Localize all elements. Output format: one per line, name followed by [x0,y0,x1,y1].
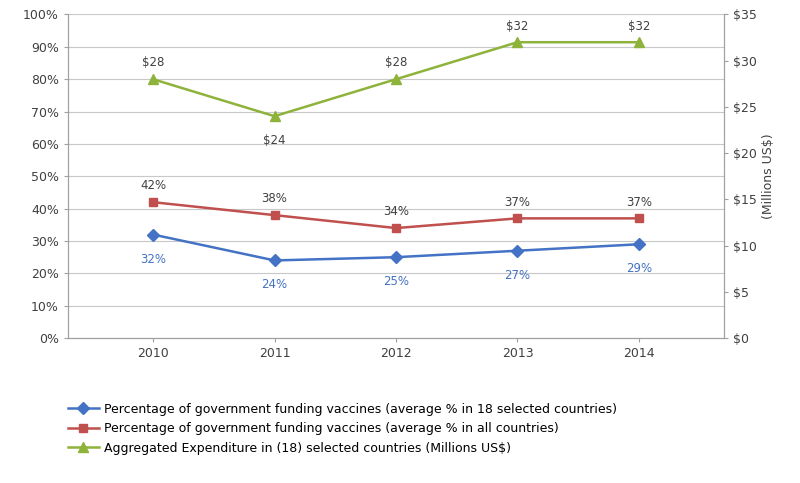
Text: 24%: 24% [262,279,287,291]
Aggregated Expenditure in (18) selected countries (Millions US$) [391,76,401,82]
Percentage of government funding vaccines (average % in all countries) [513,215,522,221]
Percentage of government funding vaccines (average % in all countries) [148,199,158,205]
Text: 37%: 37% [626,196,652,209]
Percentage of government funding vaccines (average % in all countries) [634,215,644,221]
Text: $32: $32 [628,19,650,32]
Percentage of government funding vaccines (average % in all countries) [270,212,279,218]
Percentage of government funding vaccines (average % in 18 selected countries) [148,232,158,238]
Text: 38%: 38% [262,192,287,205]
Line: Percentage of government funding vaccines (average % in 18 selected countries): Percentage of government funding vaccine… [149,230,643,265]
Text: 42%: 42% [140,180,166,192]
Text: $28: $28 [142,57,164,70]
Text: 34%: 34% [383,205,409,218]
Text: 32%: 32% [140,253,166,266]
Aggregated Expenditure in (18) selected countries (Millions US$) [513,39,522,45]
Text: 29%: 29% [626,262,652,275]
Aggregated Expenditure in (18) selected countries (Millions US$) [148,76,158,82]
Percentage of government funding vaccines (average % in 18 selected countries) [270,257,279,263]
Legend: Percentage of government funding vaccines (average % in 18 selected countries), : Percentage of government funding vaccine… [68,403,617,455]
Text: 25%: 25% [383,275,409,288]
Text: 37%: 37% [505,196,530,209]
Percentage of government funding vaccines (average % in all countries) [391,225,401,231]
Percentage of government funding vaccines (average % in 18 selected countries) [391,254,401,260]
Y-axis label: (Millions US$): (Millions US$) [762,133,775,219]
Aggregated Expenditure in (18) selected countries (Millions US$) [634,39,644,45]
Percentage of government funding vaccines (average % in 18 selected countries) [634,242,644,247]
Percentage of government funding vaccines (average % in 18 selected countries) [513,248,522,254]
Line: Aggregated Expenditure in (18) selected countries (Millions US$): Aggregated Expenditure in (18) selected … [148,37,644,121]
Text: $24: $24 [263,134,286,147]
Text: $28: $28 [385,57,407,70]
Aggregated Expenditure in (18) selected countries (Millions US$) [270,114,279,119]
Line: Percentage of government funding vaccines (average % in all countries): Percentage of government funding vaccine… [149,198,643,232]
Text: 27%: 27% [505,269,530,282]
Text: $32: $32 [506,19,529,32]
